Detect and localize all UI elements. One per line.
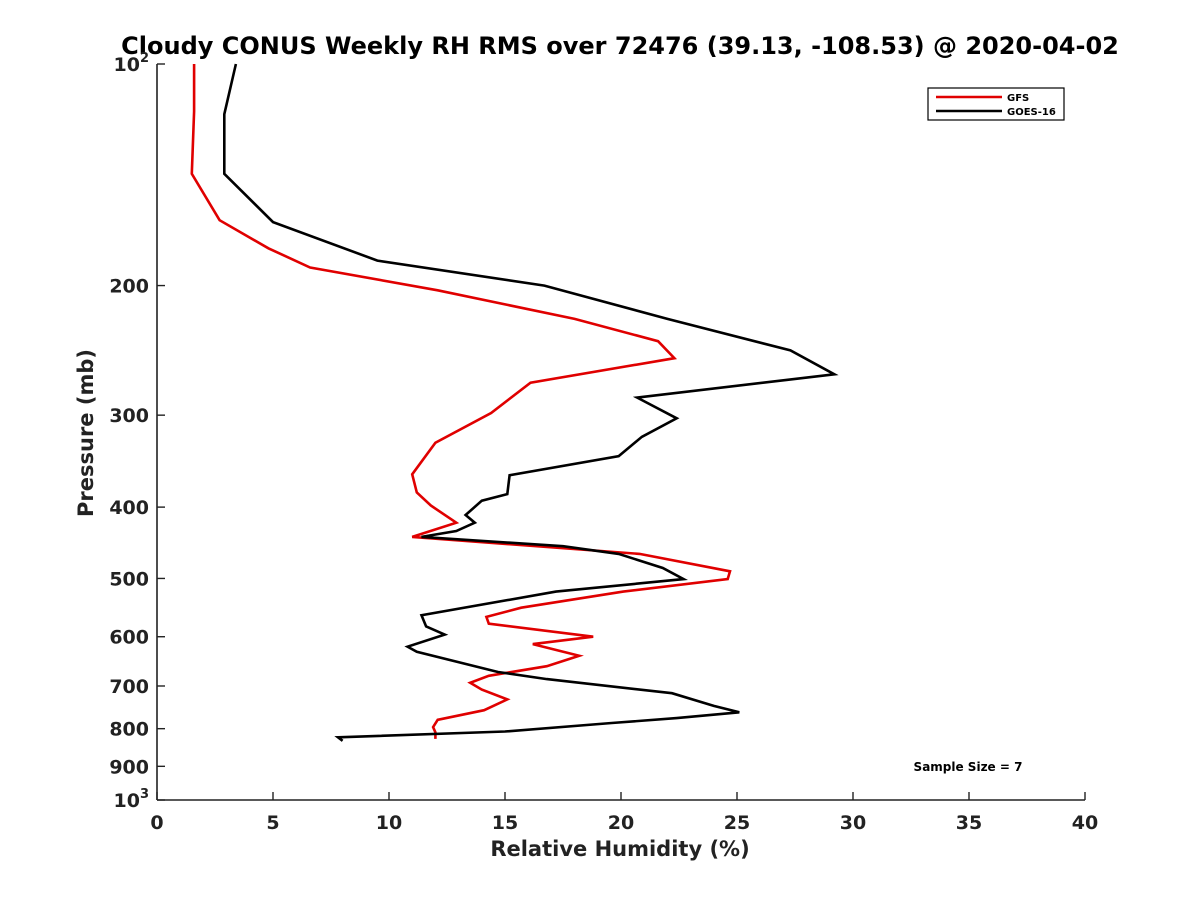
series-line-gfs xyxy=(190,64,732,739)
sample-size-annotation: Sample Size = 7 xyxy=(914,760,1023,774)
x-tick-label: 20 xyxy=(608,812,634,834)
x-tick-label: 25 xyxy=(724,812,750,834)
series-line-goes16 xyxy=(223,63,839,742)
x-tick-label: 10 xyxy=(376,812,402,834)
plot-axes xyxy=(156,64,1085,801)
y-tick-label: 102 xyxy=(114,51,150,76)
legend-box xyxy=(927,87,1065,121)
series-lines xyxy=(190,63,839,742)
x-tick-label: 30 xyxy=(840,812,866,834)
y-axis-label: Pressure (mb) xyxy=(74,349,98,517)
chart-title: Cloudy CONUS Weekly RH RMS over 72476 (3… xyxy=(121,32,1119,60)
y-tick-label: 103 xyxy=(114,787,150,812)
x-tick-label: 15 xyxy=(492,812,518,834)
y-axis-ticks: 102 200 300 400 500 600 700 800 900 103 xyxy=(109,51,165,812)
y-tick-label: 200 xyxy=(109,276,149,298)
legend-label-gfs: GFS xyxy=(1007,93,1029,104)
y-tick-label: 800 xyxy=(109,719,149,741)
y-tick-label: 400 xyxy=(109,497,149,519)
x-axis-ticks: 0 5 10 15 20 25 30 35 40 xyxy=(150,792,1098,834)
y-tick-label: 300 xyxy=(109,405,149,427)
legend: GFS GOES-16 xyxy=(927,87,1065,121)
x-tick-label: 5 xyxy=(266,812,279,834)
x-axis-label: Relative Humidity (%) xyxy=(490,837,749,861)
y-tick-label: 500 xyxy=(109,568,149,590)
x-tick-label: 40 xyxy=(1072,812,1098,834)
y-tick-label: 700 xyxy=(109,676,149,698)
y-tick-label: 600 xyxy=(109,627,149,649)
legend-label-goes16: GOES-16 xyxy=(1007,107,1056,118)
y-tick-label: 900 xyxy=(109,756,149,778)
x-tick-label: 35 xyxy=(956,812,982,834)
x-tick-label: 0 xyxy=(150,812,163,834)
